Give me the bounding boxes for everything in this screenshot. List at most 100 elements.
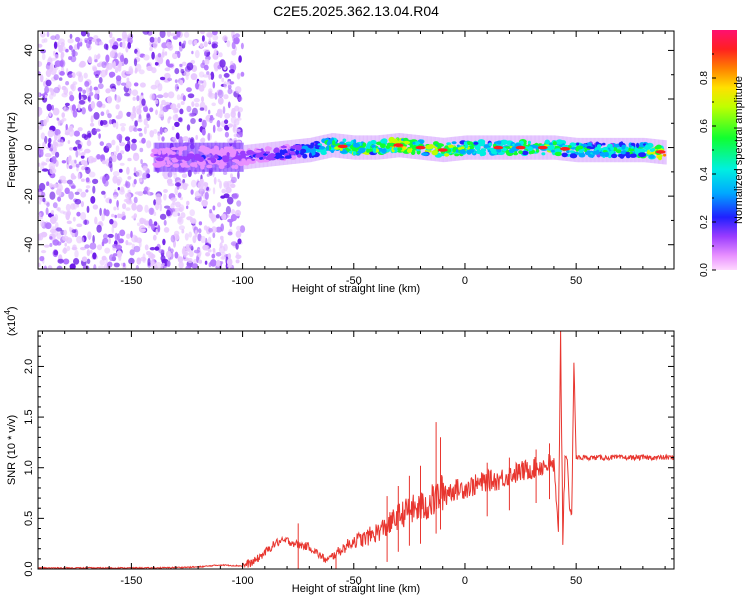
noise-speckle <box>41 53 46 61</box>
noise-speckle <box>152 234 157 241</box>
noise-speckle <box>231 209 236 215</box>
noise-speckle <box>235 128 241 132</box>
ridge-cell <box>261 159 270 163</box>
noise-speckle <box>94 216 98 225</box>
y-tick-label: -40 <box>23 237 35 253</box>
noise-speckle <box>208 109 211 115</box>
noise-speckle <box>131 138 137 144</box>
ridge-cell <box>320 151 327 155</box>
noise-speckle <box>92 252 97 260</box>
noise-speckle <box>93 35 99 40</box>
noise-speckle <box>208 37 211 44</box>
noise-speckle <box>130 111 135 116</box>
noise-speckle <box>191 50 194 55</box>
ridge-cell <box>152 162 157 166</box>
noise-speckle <box>227 84 232 90</box>
noise-speckle <box>218 74 222 79</box>
noise-speckle <box>135 169 143 177</box>
x-tick-label: -100 <box>232 275 254 287</box>
ridge-cell <box>277 155 285 159</box>
y-tick-label: 0.0 <box>23 561 35 576</box>
ridge-cell <box>611 153 618 159</box>
noise-speckle <box>190 118 196 124</box>
noise-speckle <box>133 245 141 253</box>
noise-speckle <box>120 126 126 132</box>
noise-speckle <box>236 131 242 138</box>
ridge-halo <box>211 142 214 172</box>
spectrogram-xlabel: Height of straight line (km) <box>292 283 420 295</box>
noise-speckle <box>170 103 177 110</box>
noise-speckle <box>212 81 216 89</box>
ridge-cell <box>217 162 222 166</box>
noise-speckle <box>164 128 168 133</box>
ridge-cell <box>628 148 635 152</box>
noise-speckle <box>77 127 83 132</box>
noise-speckle <box>50 210 55 215</box>
noise-speckle <box>73 258 80 265</box>
noise-speckle <box>126 242 133 246</box>
noise-speckle <box>136 51 141 57</box>
snr-scale-label: (x104) <box>3 306 18 336</box>
ridge-cell <box>554 148 562 152</box>
noise-speckle <box>136 204 143 213</box>
noise-speckle <box>80 155 85 159</box>
ridge-cell <box>183 156 191 161</box>
ridge-cell <box>535 149 540 153</box>
noise-speckle <box>207 236 212 245</box>
ridge-cell <box>456 144 460 148</box>
noise-speckle <box>164 67 171 72</box>
ridge-cell <box>484 144 490 148</box>
noise-speckle <box>132 105 136 114</box>
noise-speckle <box>90 101 96 110</box>
noise-speckle <box>56 188 61 196</box>
noise-speckle <box>157 36 161 44</box>
noise-speckle <box>194 229 198 238</box>
noise-speckle <box>148 207 155 215</box>
ridge-cell <box>444 153 450 157</box>
ridge-halo <box>407 134 410 159</box>
ridge-cell <box>649 148 655 153</box>
noise-speckle <box>178 216 182 223</box>
noise-speckle <box>55 151 60 158</box>
noise-speckle <box>72 146 78 151</box>
noise-speckle <box>107 261 113 268</box>
noise-speckle <box>195 134 198 140</box>
noise-speckle <box>199 187 203 196</box>
noise-speckle <box>112 61 116 69</box>
noise-speckle <box>89 242 97 250</box>
noise-speckle <box>111 139 116 146</box>
noise-speckle <box>230 214 237 222</box>
noise-speckle <box>66 220 72 225</box>
noise-speckle <box>118 238 124 244</box>
ridge-cell <box>264 146 272 152</box>
noise-speckle <box>186 124 191 131</box>
noise-speckle <box>131 215 137 219</box>
noise-speckle <box>53 74 59 81</box>
noise-speckle <box>80 201 84 208</box>
noise-speckle <box>84 148 91 154</box>
noise-speckle <box>122 203 127 210</box>
noise-speckle <box>131 202 137 211</box>
ridge-cell <box>595 149 600 155</box>
noise-speckle <box>210 71 215 81</box>
ridge-cell <box>294 144 301 149</box>
noise-speckle <box>50 35 57 40</box>
ridge-cell <box>255 154 262 158</box>
noise-speckle <box>93 112 100 120</box>
noise-speckle <box>219 242 223 249</box>
noise-speckle <box>178 261 184 269</box>
noise-speckle <box>89 91 94 96</box>
noise-speckle <box>119 162 125 166</box>
noise-speckle <box>179 79 184 86</box>
ridge-cell <box>578 152 586 158</box>
ridge-cell <box>330 150 334 153</box>
noise-speckle <box>41 191 46 198</box>
noise-speckle <box>139 217 145 225</box>
noise-speckle <box>123 57 129 65</box>
noise-speckle <box>99 259 106 266</box>
noise-speckle <box>155 197 162 206</box>
noise-speckle <box>56 241 62 246</box>
noise-speckle <box>189 244 194 250</box>
ridge-cell <box>164 156 170 161</box>
noise-speckle <box>123 34 129 39</box>
